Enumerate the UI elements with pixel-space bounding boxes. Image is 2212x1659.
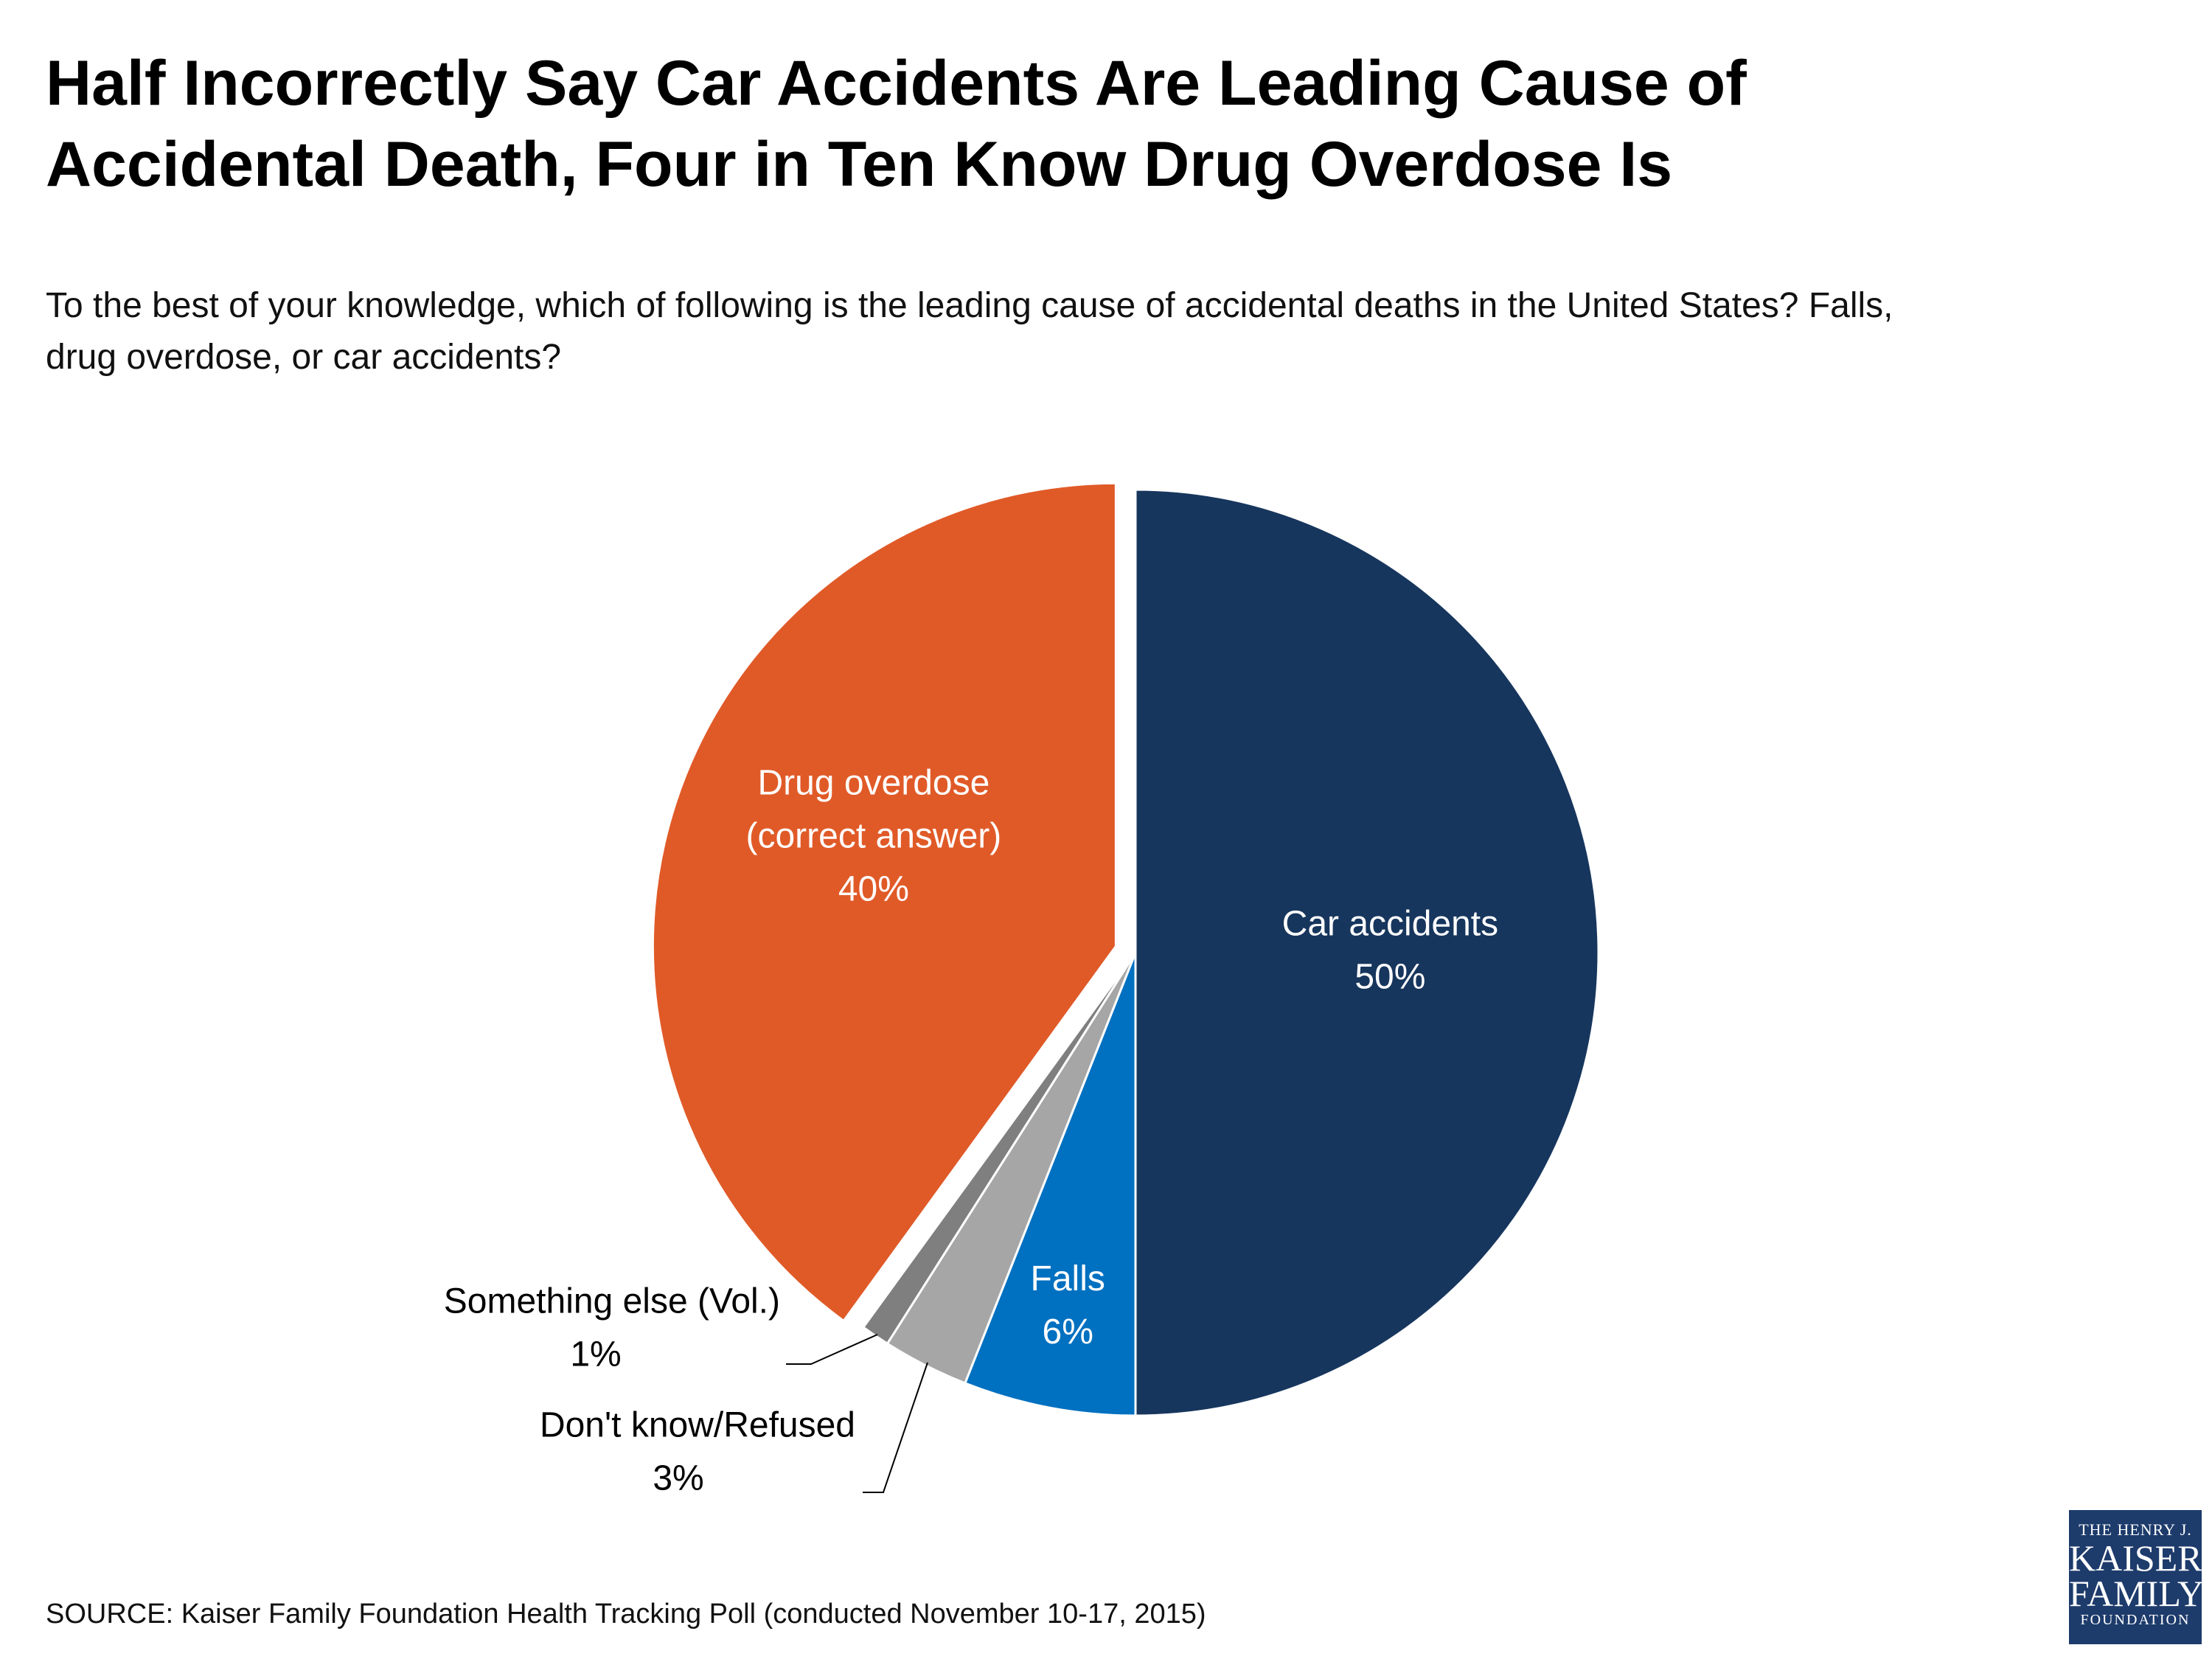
slice-value-car-accidents: 50% [1354, 958, 1425, 997]
source-note: SOURCE: Kaiser Family Foundation Health … [46, 1599, 1206, 1630]
logo-line-1: THE HENRY J. [2079, 1520, 2192, 1539]
slice-label-don-t-know-refused: Don't know/Refused [540, 1406, 855, 1445]
pie-slice-drug-overdose [651, 481, 1117, 1323]
chart-subtitle: To the best of your knowledge, which of … [46, 280, 2154, 383]
slice-label-something-else-vol: Something else (Vol.) [444, 1282, 780, 1321]
pie-slice-falls [963, 952, 1137, 1417]
logo-line-4: FOUNDATION [2080, 1612, 2191, 1628]
slice-label-car-accidents: Car accidents [1282, 905, 1498, 944]
chart-title: Half Incorrectly Say Car Accidents Are L… [46, 43, 2110, 205]
subtitle-line-1: To the best of your knowledge, which of … [46, 286, 1893, 325]
pie-slice-car-accidents [1134, 488, 1600, 1417]
slice-value-something-else-vol: 1% [570, 1335, 621, 1374]
slice-value-drug-overdose: 40% [838, 869, 909, 908]
kff-logo: THE HENRY J. KAISER FAMILY FOUNDATION [2069, 1510, 2204, 1644]
slice-value-falls: 6% [1043, 1312, 1093, 1352]
slice-label-falls: Falls [1031, 1259, 1105, 1298]
title-line-2: Accidental Death, Four in Ten Know Drug … [46, 129, 1673, 200]
slice-label-drug-overdose: (correct answer) [746, 816, 1002, 855]
slice-value-don-t-know-refused: 3% [653, 1459, 703, 1498]
logo-line-3: FAMILY [2069, 1573, 2204, 1614]
subtitle-line-2: drug overdose, or car accidents? [46, 338, 562, 377]
logo-line-2: KAISER [2069, 1537, 2202, 1579]
slice-label-drug-overdose: Drug overdose [757, 763, 990, 802]
leader-line-something-else-vol [786, 1334, 878, 1365]
title-line-1: Half Incorrectly Say Car Accidents Are L… [46, 48, 1747, 119]
leader-line-don-t-know-refused [863, 1362, 928, 1493]
